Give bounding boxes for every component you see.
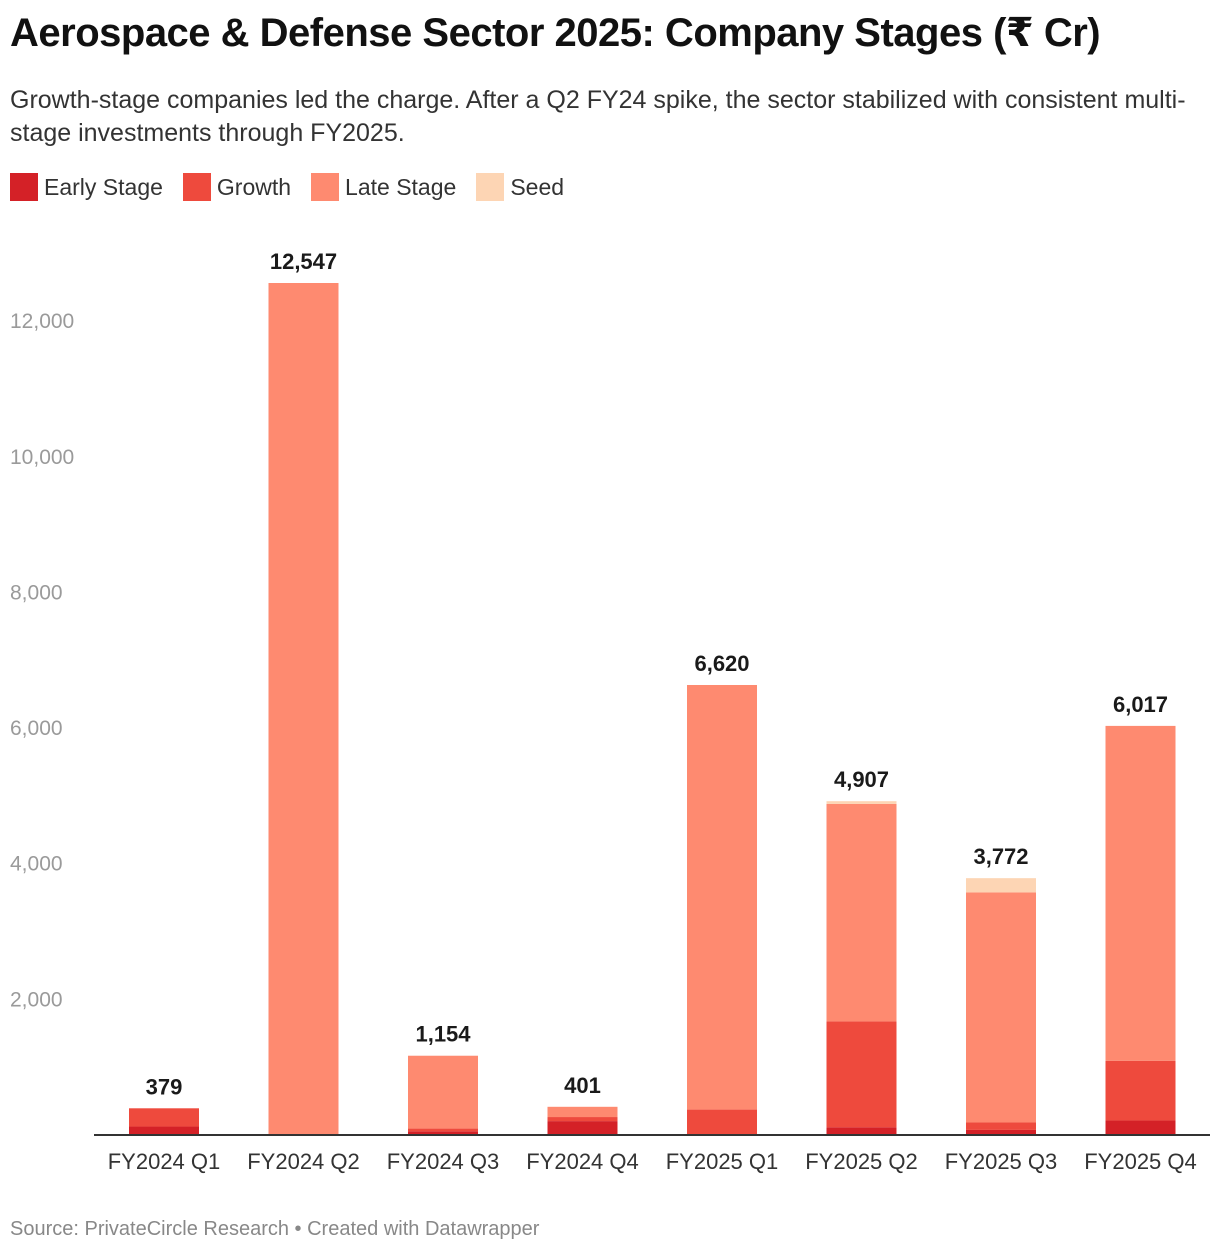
legend-item-growth: Growth <box>182 173 292 201</box>
bar-total-label: 1,154 <box>415 1022 471 1047</box>
bar-total-label: 401 <box>564 1073 601 1098</box>
x-tick-label: FY2025 Q2 <box>805 1149 918 1174</box>
bar-segment-early-stage <box>408 1131 478 1134</box>
legend-label-early-stage: Early Stage <box>44 173 163 200</box>
bar-segment-early-stage <box>966 1129 1036 1134</box>
legend-item-seed: Seed <box>476 173 564 201</box>
y-tick-label: 2,000 <box>10 988 63 1011</box>
bar-total-label: 3,772 <box>973 844 1028 869</box>
legend-swatch-growth <box>182 173 211 201</box>
bar-total-label: 12,547 <box>270 249 337 274</box>
bar-segment-early-stage <box>826 1127 897 1134</box>
bar-total-label: 379 <box>146 1074 183 1099</box>
x-tick-label: FY2024 Q2 <box>247 1149 360 1174</box>
y-tick-label: 8,000 <box>10 581 63 604</box>
bar-total-label: 6,620 <box>694 651 749 676</box>
x-tick-label: FY2025 Q3 <box>945 1149 1058 1174</box>
legend-swatch-seed <box>476 173 505 201</box>
bar-segment-early-stage <box>129 1126 199 1134</box>
bar-segment-early-stage <box>547 1121 618 1134</box>
bar-segment-seed <box>826 801 897 804</box>
bar-total-label: 6,017 <box>1113 692 1168 717</box>
legend: Early Stage Growth Late Stage Seed <box>10 173 584 201</box>
bar-segment-growth <box>547 1117 618 1122</box>
bar-segment-early-stage <box>1105 1120 1176 1134</box>
legend-swatch-late-stage <box>311 173 340 201</box>
bar-segment-growth <box>826 1021 897 1128</box>
bar-segment-late-stage <box>547 1106 618 1118</box>
bar-segment-growth <box>966 1122 1036 1130</box>
bar-segment-late-stage <box>826 803 897 1022</box>
legend-label-seed: Seed <box>510 173 565 200</box>
bar-segment-growth <box>1105 1060 1176 1121</box>
bar-segment-growth <box>687 1109 757 1134</box>
x-tick-label: FY2025 Q4 <box>1084 1149 1197 1174</box>
legend-label-late-stage: Late Stage <box>345 173 457 200</box>
legend-swatch-early-stage <box>10 173 38 201</box>
legend-label-growth: Growth <box>216 173 292 200</box>
bar-segment-late-stage <box>966 892 1036 1123</box>
bar-segment-late-stage <box>268 283 339 1134</box>
chart-title: Aerospace & Defense Sector 2025: Company… <box>10 11 1101 55</box>
bar-segment-late-stage <box>408 1055 478 1129</box>
x-tick-label: FY2024 Q1 <box>108 1149 221 1174</box>
x-tick-label: FY2025 Q1 <box>666 1149 779 1174</box>
bar-segment-growth <box>129 1108 199 1127</box>
bar-segment-late-stage <box>687 684 757 1110</box>
y-tick-label: 12,000 <box>10 310 74 333</box>
source-footer: Source: PrivateCircle Research • Created… <box>10 1218 540 1240</box>
bar-segment-late-stage <box>1105 725 1176 1061</box>
legend-item-early-stage: Early Stage <box>10 173 163 201</box>
x-tick-label: FY2024 Q3 <box>387 1149 500 1174</box>
x-tick-label: FY2024 Q4 <box>526 1149 639 1174</box>
bar-total-label: 4,907 <box>834 767 889 792</box>
y-tick-label: 10,000 <box>10 446 74 469</box>
bar-segment-growth <box>408 1128 478 1132</box>
y-tick-label: 4,000 <box>10 853 63 876</box>
y-tick-label: 6,000 <box>10 717 63 740</box>
chart-subtitle: Growth-stage companies led the charge. A… <box>10 86 1186 147</box>
legend-item-late-stage: Late Stage <box>311 173 456 201</box>
bar-segment-seed <box>966 878 1036 893</box>
